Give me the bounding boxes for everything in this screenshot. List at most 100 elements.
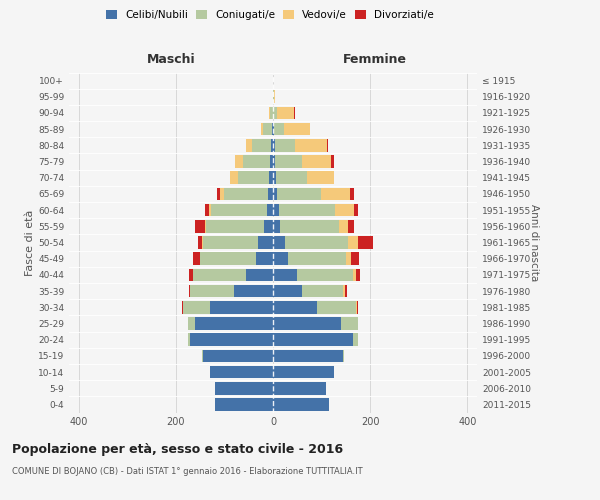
Bar [280, 220, 338, 232]
Bar [317, 301, 356, 314]
Bar [273, 155, 275, 168]
Bar [273, 252, 287, 265]
Bar [273, 123, 274, 136]
Legend: Celibi/Nubili, Coniugati/e, Vedovi/e, Divorziati/e: Celibi/Nubili, Coniugati/e, Vedovi/e, Di… [104, 8, 436, 22]
Bar [256, 252, 273, 265]
Bar [320, 188, 350, 200]
Text: Maschi: Maschi [146, 53, 196, 66]
Text: Femmine: Femmine [343, 53, 407, 66]
Bar [343, 285, 345, 298]
Bar [273, 188, 277, 200]
Bar [335, 204, 354, 216]
Bar [331, 155, 334, 168]
Bar [202, 350, 203, 362]
Bar [348, 236, 358, 249]
Bar [356, 268, 361, 281]
Bar [273, 382, 326, 394]
Bar [302, 285, 343, 298]
Bar [350, 188, 353, 200]
Bar [210, 366, 273, 378]
Bar [203, 350, 273, 362]
Bar [251, 139, 271, 151]
Bar [273, 139, 275, 151]
Text: Popolazione per età, sesso e stato civile - 2016: Popolazione per età, sesso e stato civil… [12, 442, 343, 456]
Bar [273, 317, 341, 330]
Bar [272, 123, 273, 136]
Bar [277, 106, 295, 120]
Bar [343, 350, 344, 362]
Bar [277, 188, 320, 200]
Bar [206, 220, 264, 232]
Y-axis label: Anni di nascita: Anni di nascita [529, 204, 539, 281]
Bar [211, 204, 267, 216]
Bar [210, 301, 273, 314]
Bar [200, 252, 256, 265]
Bar [190, 285, 234, 298]
Bar [189, 268, 193, 281]
Bar [246, 268, 273, 281]
Bar [346, 252, 351, 265]
Bar [275, 155, 302, 168]
Bar [285, 236, 348, 249]
Bar [217, 188, 220, 200]
Bar [220, 188, 224, 200]
Bar [287, 252, 346, 265]
Bar [284, 123, 310, 136]
Bar [215, 382, 273, 394]
Bar [224, 188, 268, 200]
Bar [273, 236, 285, 249]
Bar [351, 252, 359, 265]
Bar [190, 334, 273, 346]
Bar [345, 285, 347, 298]
Bar [273, 204, 279, 216]
Bar [238, 172, 269, 184]
Bar [246, 139, 251, 151]
Bar [188, 317, 195, 330]
Bar [209, 204, 211, 216]
Bar [230, 172, 238, 184]
Bar [275, 139, 295, 151]
Bar [271, 139, 273, 151]
Bar [263, 123, 272, 136]
Bar [353, 334, 358, 346]
Bar [273, 268, 297, 281]
Bar [195, 317, 273, 330]
Bar [273, 172, 276, 184]
Bar [205, 220, 206, 232]
Text: COMUNE DI BOJANO (CB) - Dati ISTAT 1° gennaio 2016 - Elaborazione TUTTITALIA.IT: COMUNE DI BOJANO (CB) - Dati ISTAT 1° ge… [12, 468, 362, 476]
Bar [273, 350, 343, 362]
Bar [269, 106, 270, 120]
Bar [193, 252, 200, 265]
Bar [189, 285, 190, 298]
Bar [270, 155, 273, 168]
Bar [302, 155, 331, 168]
Bar [234, 285, 273, 298]
Bar [356, 301, 358, 314]
Bar [203, 236, 259, 249]
Bar [195, 220, 205, 232]
Bar [348, 220, 354, 232]
Bar [274, 90, 275, 103]
Bar [261, 123, 263, 136]
Bar [295, 139, 327, 151]
Bar [274, 106, 277, 120]
Bar [307, 172, 334, 184]
Bar [353, 268, 356, 281]
Bar [270, 106, 272, 120]
Bar [193, 268, 246, 281]
Bar [273, 285, 302, 298]
Bar [198, 236, 202, 249]
Bar [273, 220, 280, 232]
Bar [183, 301, 210, 314]
Bar [327, 139, 328, 151]
Bar [235, 155, 244, 168]
Bar [264, 220, 273, 232]
Bar [358, 236, 373, 249]
Bar [273, 301, 317, 314]
Bar [273, 366, 334, 378]
Bar [188, 334, 190, 346]
Bar [215, 398, 273, 410]
Y-axis label: Fasce di età: Fasce di età [25, 210, 35, 276]
Bar [273, 334, 353, 346]
Bar [341, 317, 358, 330]
